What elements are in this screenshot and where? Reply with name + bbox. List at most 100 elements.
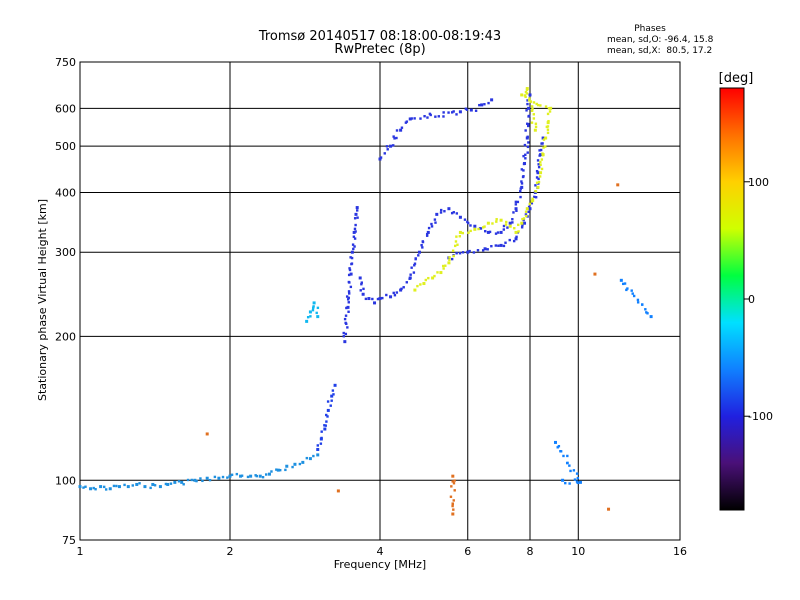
data-point xyxy=(346,305,350,309)
data-point xyxy=(508,224,512,228)
data-point xyxy=(482,226,485,229)
data-point xyxy=(523,221,527,225)
data-point xyxy=(186,478,190,482)
data-point xyxy=(346,326,349,329)
data-point xyxy=(408,276,412,280)
data-point xyxy=(469,108,473,112)
data-point xyxy=(410,117,413,120)
data-point xyxy=(353,237,357,240)
data-point xyxy=(435,212,439,216)
data-point xyxy=(450,257,454,261)
y-tick-label: 300 xyxy=(55,246,76,259)
data-point xyxy=(239,474,243,478)
data-point xyxy=(525,136,529,140)
data-point xyxy=(512,239,516,243)
data-point xyxy=(526,102,529,106)
data-point xyxy=(541,152,544,155)
data-point xyxy=(546,128,550,131)
data-point xyxy=(151,482,155,486)
data-point xyxy=(533,128,537,132)
data-point xyxy=(405,281,408,284)
data-point xyxy=(195,479,198,483)
data-point xyxy=(573,478,577,481)
data-point xyxy=(453,489,456,492)
colorbar: [deg] 100 0 -100 xyxy=(719,71,773,511)
y-axis-label: Stationary phase Virtual Height [km] xyxy=(36,199,49,401)
data-point xyxy=(439,208,443,212)
data-point xyxy=(311,306,315,309)
data-point xyxy=(325,420,328,423)
data-point xyxy=(541,136,545,140)
data-point xyxy=(82,486,85,489)
data-point xyxy=(447,261,451,265)
data-point xyxy=(270,470,273,473)
x-tick-labels: 1 2 4 6 8 10 16 xyxy=(77,545,688,558)
data-point xyxy=(522,154,525,158)
data-point xyxy=(527,114,531,118)
data-point xyxy=(264,473,268,476)
data-point xyxy=(102,485,106,489)
data-point xyxy=(371,297,374,301)
data-point xyxy=(458,230,462,234)
data-point xyxy=(326,415,329,418)
data-point xyxy=(473,224,477,228)
data-point xyxy=(230,473,234,476)
data-point xyxy=(516,200,520,204)
data-point xyxy=(553,440,557,444)
data-point xyxy=(354,212,358,216)
data-point xyxy=(522,175,525,178)
data-point xyxy=(539,160,542,164)
data-point xyxy=(325,413,328,417)
data-point xyxy=(319,442,323,445)
data-point xyxy=(138,482,141,485)
x-tick-label: 2 xyxy=(227,545,234,558)
data-point xyxy=(425,232,429,236)
data-point xyxy=(568,464,571,467)
data-point xyxy=(499,218,503,222)
data-point xyxy=(593,272,597,276)
data-point xyxy=(534,196,538,199)
data-point xyxy=(405,120,409,123)
data-point xyxy=(458,110,462,114)
colorbar-ticks: 100 0 -100 xyxy=(744,176,773,423)
data-point xyxy=(539,104,542,107)
data-point xyxy=(258,474,262,478)
data-point xyxy=(342,331,345,335)
x-tick-label: 4 xyxy=(377,545,384,558)
data-point xyxy=(104,488,108,491)
data-point xyxy=(385,145,389,148)
data-point xyxy=(535,102,538,106)
data-point xyxy=(502,244,506,248)
data-point xyxy=(502,228,506,231)
phase-info-line2: mean, sd,X: 80.5, 17.2 xyxy=(607,46,712,56)
data-point xyxy=(409,273,412,276)
data-point xyxy=(346,298,350,301)
data-point xyxy=(562,454,565,458)
data-point xyxy=(373,301,377,305)
data-point xyxy=(353,217,357,220)
data-point xyxy=(291,465,294,469)
data-point xyxy=(469,224,472,227)
data-point xyxy=(392,291,395,295)
data-point xyxy=(450,111,454,114)
grid-lines xyxy=(80,62,680,540)
data-point xyxy=(547,107,551,110)
data-point xyxy=(298,462,302,466)
data-point xyxy=(275,468,278,471)
data-point xyxy=(349,256,352,259)
data-point xyxy=(442,267,445,270)
data-point xyxy=(631,292,634,295)
data-point xyxy=(249,474,253,478)
data-point xyxy=(531,107,534,111)
data-point xyxy=(481,249,485,252)
data-point xyxy=(519,190,522,193)
data-point xyxy=(412,271,416,274)
data-point xyxy=(526,99,529,102)
data-point xyxy=(276,468,280,472)
data-point xyxy=(644,308,647,311)
data-point xyxy=(386,148,389,151)
data-point xyxy=(417,254,420,257)
data-point xyxy=(521,224,524,227)
data-point xyxy=(326,400,330,403)
x-axis-label: Frequency [MHz] xyxy=(334,558,426,571)
